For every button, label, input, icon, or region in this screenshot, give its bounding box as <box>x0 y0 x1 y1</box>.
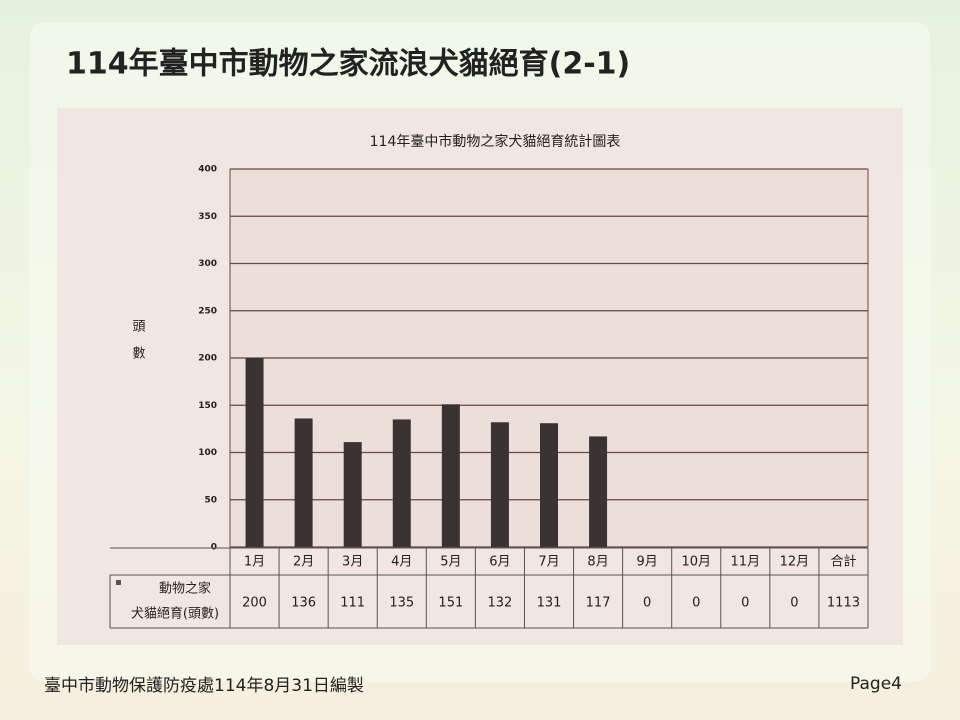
x-tick-label: 4月 <box>391 555 412 570</box>
x-tick-label: 11月 <box>731 555 761 570</box>
y-tick-label: 350 <box>198 212 217 222</box>
x-tick-label: 5月 <box>440 555 461 570</box>
y-label: 數 <box>132 347 145 362</box>
table-value: 111 <box>340 596 365 611</box>
table-value: 200 <box>242 596 267 611</box>
bar <box>441 404 460 547</box>
y-tick-label: 400 <box>198 165 217 175</box>
table-value: 132 <box>488 596 513 611</box>
y-tick-label: 250 <box>198 306 217 316</box>
x-tick-label: 2月 <box>293 555 314 570</box>
x-tick-label: 12月 <box>780 555 810 570</box>
legend-label: 犬貓絕育(頭數) <box>131 606 219 622</box>
table-value: 135 <box>389 596 414 611</box>
y-tick-label: 50 <box>204 495 217 505</box>
footer: 臺中市動物保護防疫處114年8月31日編製 <box>44 676 364 696</box>
x-tick-label: 9月 <box>637 555 658 570</box>
x-tick-label: 7月 <box>538 555 559 570</box>
bar <box>343 442 362 547</box>
bar <box>294 418 313 547</box>
table-value: 0 <box>741 596 749 611</box>
bar <box>540 423 558 547</box>
table-value: 151 <box>438 596 463 611</box>
y-tick-label: 300 <box>198 259 217 269</box>
page-number: Page4 <box>850 674 902 694</box>
slide-title: 114年臺中市動物之家流浪犬貓絕育(2-1) <box>66 47 630 82</box>
total-value: 1113 <box>827 596 860 611</box>
table-value: 117 <box>586 596 611 611</box>
table-value: 131 <box>537 596 562 611</box>
table-value: 0 <box>643 596 651 611</box>
legend-label: 動物之家 <box>159 581 211 597</box>
table-value: 0 <box>692 596 700 611</box>
bar <box>392 419 411 547</box>
x-tick-label: 1月 <box>244 555 265 570</box>
y-tick-label: 150 <box>198 401 217 411</box>
chart-title: 114年臺中市動物之家犬貓絕育統計圖表 <box>370 133 621 150</box>
y-label: 頭 <box>132 320 145 335</box>
x-tick-label: 3月 <box>342 555 363 570</box>
bar <box>589 436 608 547</box>
y-tick-label: 200 <box>198 354 217 364</box>
y-tick-label: 100 <box>198 448 217 458</box>
x-tick-label: 8月 <box>587 555 608 570</box>
table-value: 0 <box>790 596 798 611</box>
legend-key <box>116 580 121 585</box>
bar <box>245 358 264 547</box>
x-tick-label: 10月 <box>681 555 711 570</box>
x-tick-label: 6月 <box>489 555 510 570</box>
bar <box>490 422 509 547</box>
total-label: 合計 <box>830 554 856 570</box>
table-value: 136 <box>291 596 316 611</box>
